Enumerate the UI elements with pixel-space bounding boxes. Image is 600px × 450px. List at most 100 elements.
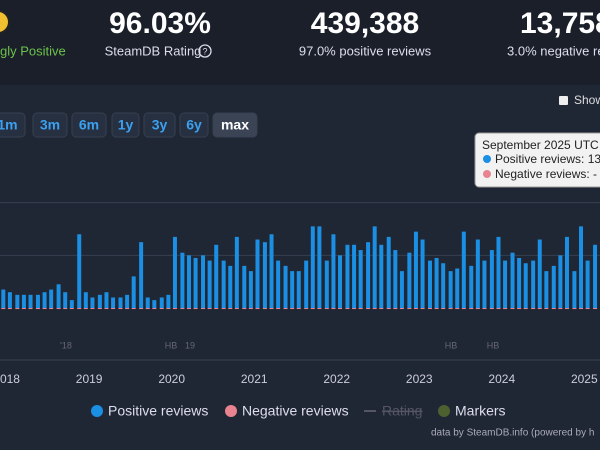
negative-bar	[276, 308, 281, 310]
positive-bar	[544, 271, 549, 308]
negative-bar	[42, 308, 47, 310]
negative-bar	[469, 308, 474, 310]
positive-bar	[7, 292, 12, 308]
positive-bar	[159, 297, 164, 308]
positive-bar	[77, 234, 82, 308]
negative-bar	[15, 308, 20, 310]
show-checkbox[interactable]	[559, 96, 568, 105]
legend-entry[interactable]: Markers	[455, 403, 506, 419]
negative-bar	[517, 308, 522, 310]
positive-bar	[503, 260, 508, 308]
negative-bar	[317, 308, 322, 310]
negative-bar	[242, 308, 247, 310]
negative-bar	[21, 308, 26, 310]
positive-bar	[234, 236, 239, 308]
negative-bar	[255, 308, 260, 310]
legend-entry[interactable]: Positive reviews	[108, 403, 208, 419]
legend-entry[interactable]: Rating	[382, 403, 422, 419]
negative-bar	[386, 308, 391, 310]
negative-bar	[152, 308, 157, 310]
positive-bar	[564, 236, 569, 308]
negative-bar	[83, 308, 88, 310]
negative-bar	[572, 308, 577, 310]
positive-bar	[111, 297, 116, 308]
positive-bar	[193, 257, 198, 308]
negative-bar	[221, 308, 226, 310]
positive-bar	[63, 292, 68, 308]
positive-bar	[28, 294, 33, 308]
negative-bar	[551, 308, 556, 310]
legend-entry[interactable]: Negative reviews	[242, 403, 349, 419]
negative-bar	[461, 308, 466, 310]
negative-bar	[475, 308, 480, 310]
positive-bar	[358, 250, 363, 308]
positive-bar	[269, 234, 274, 308]
x-tick-label: 2023	[406, 372, 433, 386]
positive-bar	[172, 236, 177, 308]
positive-bar	[1, 289, 6, 308]
negative-bar	[56, 308, 61, 310]
positive-bar	[304, 260, 309, 308]
positive-bar	[180, 252, 185, 308]
negative-bar	[510, 308, 515, 310]
x-tick-label: 2019	[76, 372, 103, 386]
tooltip-dot	[483, 170, 491, 178]
positive-bar	[379, 244, 384, 308]
tooltip-positive: Positive reviews: 13	[495, 152, 600, 166]
negative-bar	[558, 308, 563, 310]
rating-label: SteamDB Rating	[105, 43, 202, 58]
positive-bar	[427, 260, 432, 308]
negative-bar	[489, 308, 494, 310]
help-mark: ?	[202, 46, 207, 56]
rating-word: gly Positive	[0, 43, 66, 58]
positive-bar	[469, 265, 474, 308]
negative-bar	[201, 308, 206, 310]
range-button[interactable]	[179, 112, 209, 138]
range-label: 3y	[152, 117, 168, 133]
positive-bar	[83, 292, 88, 308]
tooltip-negative: Negative reviews: -	[495, 167, 597, 181]
negative-bar	[145, 308, 150, 310]
negative-bar	[503, 308, 508, 310]
negative-bar	[262, 308, 267, 310]
negative-bar	[393, 308, 398, 310]
negative-bar	[531, 308, 536, 310]
positive-bar	[248, 271, 253, 308]
range-button[interactable]	[32, 112, 68, 138]
help-icon[interactable]	[198, 44, 212, 58]
positive-bar	[338, 255, 343, 308]
positive-bar	[407, 252, 412, 308]
range-label: 1m	[0, 117, 18, 133]
range-button[interactable]	[71, 112, 107, 138]
range-label: max	[221, 117, 249, 133]
negative-bar	[49, 308, 54, 310]
negative-bar	[579, 308, 584, 310]
positive-bar	[317, 226, 322, 308]
negative-bar	[139, 308, 144, 310]
x-tick-label: 2021	[241, 372, 268, 386]
negative-bar	[413, 308, 418, 310]
positive-bar	[97, 294, 102, 308]
negative-bar	[455, 308, 460, 310]
range-button[interactable]	[111, 112, 140, 138]
range-button[interactable]	[212, 112, 258, 138]
negative-bar	[28, 308, 33, 310]
negative-label: 3.0% negative reviews	[507, 43, 600, 58]
positive-bar	[131, 276, 136, 308]
positive-bar	[461, 231, 466, 308]
range-button[interactable]	[0, 112, 26, 138]
negative-bar	[111, 308, 116, 310]
negative-bar	[379, 308, 384, 310]
rating-icon	[0, 10, 10, 34]
negative-bar	[1, 308, 6, 310]
range-label: 1y	[118, 117, 134, 133]
tooltip-dot	[483, 155, 491, 163]
negative-bar	[186, 308, 191, 310]
positive-bar	[324, 260, 329, 308]
negative-bar	[118, 308, 123, 310]
negative-bar	[97, 308, 102, 310]
negative-count: 13,758	[520, 7, 600, 40]
negative-bar	[427, 308, 432, 310]
range-button[interactable]	[143, 112, 176, 138]
